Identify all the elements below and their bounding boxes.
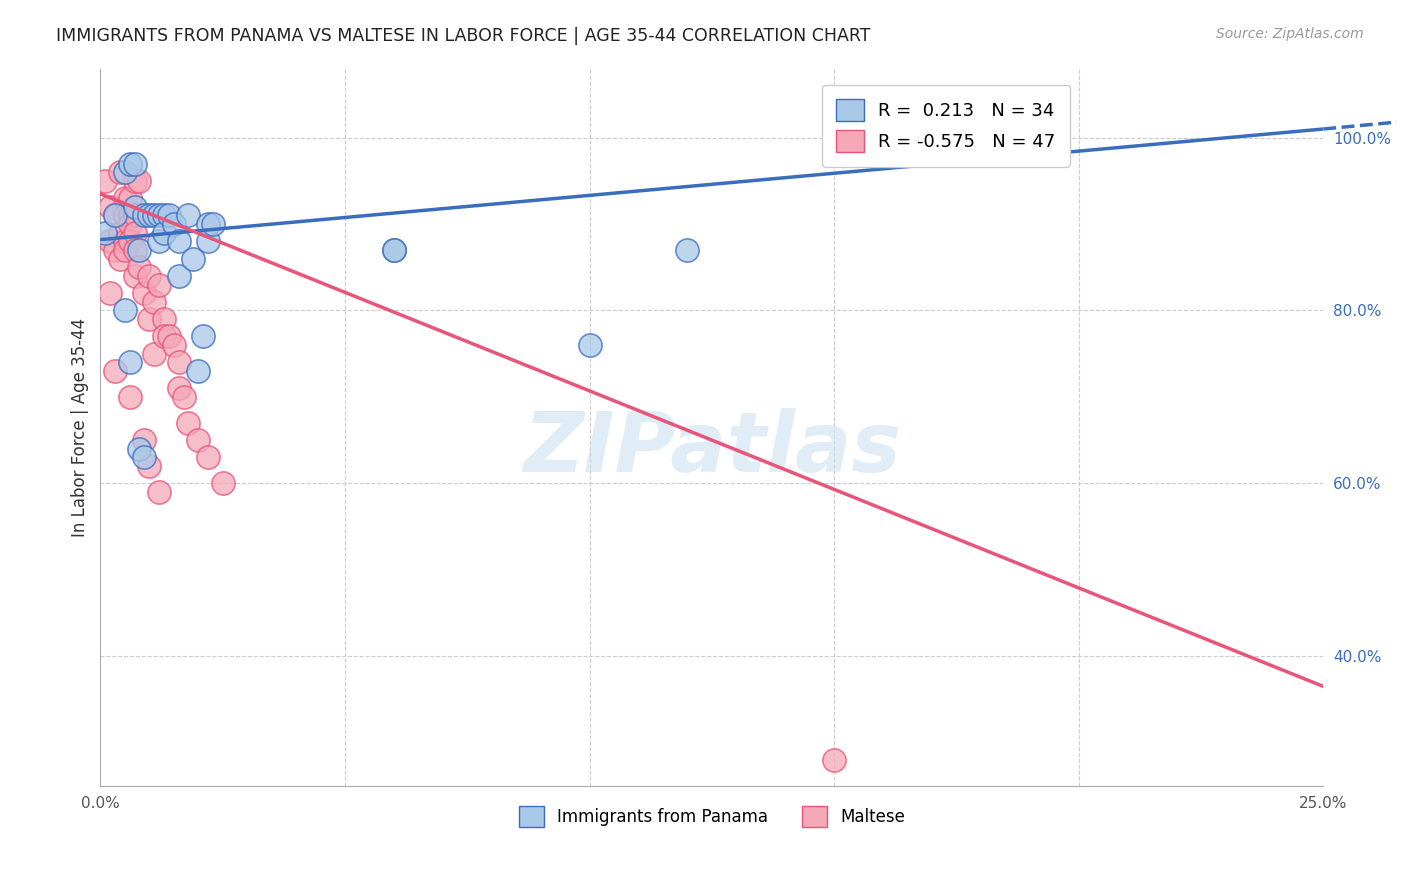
Point: [823, 753, 845, 767]
Point: [124, 268, 146, 283]
Point: [197, 235, 219, 249]
Point: [124, 200, 146, 214]
Point: [104, 209, 127, 223]
Point: [134, 450, 156, 465]
Point: [138, 209, 160, 223]
Point: [118, 390, 141, 404]
Y-axis label: In Labor Force | Age 35-44: In Labor Force | Age 35-44: [72, 318, 89, 537]
Point: [128, 243, 150, 257]
Point: [134, 286, 156, 301]
Point: [114, 191, 136, 205]
Point: [181, 252, 204, 266]
Point: [134, 209, 156, 223]
Point: [118, 235, 141, 249]
Point: [197, 450, 219, 465]
Point: [201, 217, 224, 231]
Point: [187, 433, 209, 447]
Legend: Immigrants from Panama, Maltese: Immigrants from Panama, Maltese: [510, 797, 912, 835]
Point: [163, 217, 186, 231]
Point: [167, 381, 190, 395]
Point: [143, 294, 166, 309]
Point: [197, 217, 219, 231]
Point: [211, 476, 233, 491]
Point: [114, 165, 136, 179]
Point: [108, 252, 131, 266]
Point: [94, 174, 117, 188]
Point: [143, 347, 166, 361]
Point: [124, 226, 146, 240]
Point: [128, 442, 150, 456]
Point: [153, 312, 176, 326]
Point: [382, 243, 405, 257]
Point: [187, 364, 209, 378]
Point: [108, 165, 131, 179]
Point: [124, 156, 146, 170]
Point: [167, 268, 190, 283]
Point: [177, 416, 200, 430]
Point: [118, 355, 141, 369]
Point: [153, 209, 176, 223]
Point: [134, 433, 156, 447]
Point: [153, 329, 176, 343]
Point: [98, 200, 121, 214]
Point: [94, 226, 117, 240]
Point: [124, 174, 146, 188]
Point: [148, 485, 170, 500]
Point: [124, 243, 146, 257]
Text: ZIPatlas: ZIPatlas: [523, 409, 901, 489]
Point: [128, 260, 150, 275]
Point: [148, 209, 170, 223]
Point: [138, 268, 160, 283]
Point: [191, 329, 214, 343]
Point: [578, 338, 600, 352]
Point: [157, 209, 180, 223]
Point: [148, 235, 170, 249]
Point: [148, 277, 170, 292]
Point: [173, 390, 195, 404]
Point: [118, 191, 141, 205]
Point: [157, 329, 180, 343]
Text: IMMIGRANTS FROM PANAMA VS MALTESE IN LABOR FORCE | AGE 35-44 CORRELATION CHART: IMMIGRANTS FROM PANAMA VS MALTESE IN LAB…: [56, 27, 870, 45]
Point: [104, 243, 127, 257]
Point: [108, 226, 131, 240]
Point: [118, 156, 141, 170]
Point: [104, 209, 127, 223]
Point: [177, 209, 200, 223]
Point: [823, 139, 845, 153]
Point: [138, 458, 160, 473]
Point: [114, 209, 136, 223]
Point: [114, 235, 136, 249]
Point: [124, 209, 146, 223]
Point: [143, 209, 166, 223]
Text: Source: ZipAtlas.com: Source: ZipAtlas.com: [1216, 27, 1364, 41]
Point: [138, 312, 160, 326]
Point: [167, 355, 190, 369]
Point: [382, 243, 405, 257]
Point: [676, 243, 699, 257]
Point: [153, 226, 176, 240]
Point: [104, 364, 127, 378]
Point: [98, 235, 121, 249]
Point: [98, 286, 121, 301]
Point: [118, 209, 141, 223]
Point: [167, 235, 190, 249]
Point: [163, 338, 186, 352]
Point: [114, 303, 136, 318]
Point: [114, 243, 136, 257]
Point: [118, 217, 141, 231]
Point: [128, 174, 150, 188]
